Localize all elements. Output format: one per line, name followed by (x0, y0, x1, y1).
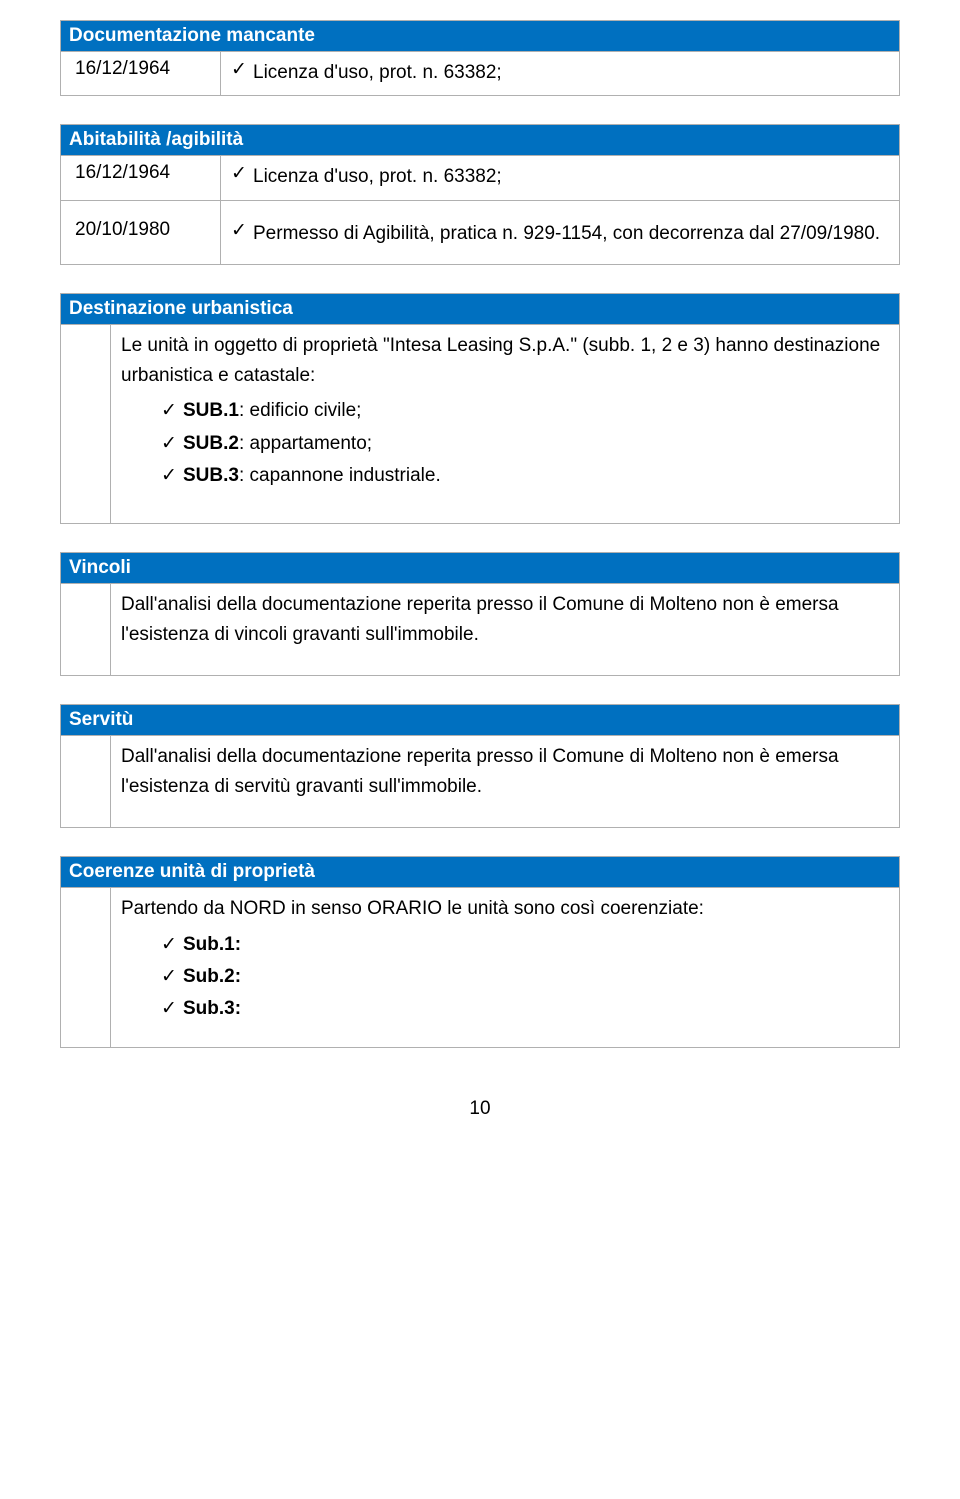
cell-spacer (61, 888, 111, 1048)
sub-list: ✓ SUB.1: edificio civile; ✓ SUB.2: appar… (121, 396, 889, 491)
section-abitabilita: Abitabilità /agibilità 16/12/1964 ✓ Lice… (60, 124, 900, 265)
table-row: Dall'analisi della documentazione reperi… (61, 584, 900, 676)
table-destinazione: Destinazione urbanistica Le unità in ogg… (60, 293, 900, 524)
item-label: SUB.2 (183, 433, 239, 454)
list-item: ✓ SUB.1: edificio civile; (161, 396, 889, 426)
header-servitu: Servitù (61, 705, 900, 736)
check-icon: ✓ (231, 162, 253, 185)
item-label: SUB.3 (183, 465, 239, 486)
section-doc-mancante: Documentazione mancante 16/12/1964 ✓ Lic… (60, 20, 900, 96)
section-destinazione: Destinazione urbanistica Le unità in ogg… (60, 293, 900, 524)
item-label: Sub.1: (183, 930, 241, 959)
cell-content: Le unità in oggetto di proprietà "Intesa… (111, 325, 900, 524)
cell-text: Licenza d'uso, prot. n. 63382; (253, 58, 502, 87)
table-row: 16/12/1964 ✓ Licenza d'uso, prot. n. 633… (61, 52, 900, 96)
list-item: ✓ Sub.2: (161, 962, 889, 992)
check-icon: ✓ (231, 219, 253, 242)
cell-date: 20/10/1980 (61, 200, 221, 264)
check-icon: ✓ (161, 429, 183, 459)
list-item: ✓ SUB.2: appartamento; (161, 429, 889, 459)
table-servitu: Servitù Dall'analisi della documentazion… (60, 704, 900, 828)
cell-content: ✓ Licenza d'uso, prot. n. 63382; (221, 52, 900, 96)
check-icon: ✓ (161, 396, 183, 426)
table-row: Partendo da NORD in senso ORARIO le unit… (61, 888, 900, 1048)
table-row: 20/10/1980 ✓ Permesso di Agibilità, prat… (61, 200, 900, 264)
header-abitabilita: Abitabilità /agibilità (61, 125, 900, 156)
cell-date: 16/12/1964 (61, 52, 221, 96)
section-servitu: Servitù Dall'analisi della documentazion… (60, 704, 900, 828)
cell-content: Partendo da NORD in senso ORARIO le unit… (111, 888, 900, 1048)
cell-content: ✓ Permesso di Agibilità, pratica n. 929-… (221, 200, 900, 264)
check-icon: ✓ (161, 930, 183, 960)
list-item: ✓ Sub.3: (161, 994, 889, 1024)
cell-spacer (61, 325, 111, 524)
list-item: ✓ Sub.1: (161, 930, 889, 960)
table-row: Dall'analisi della documentazione reperi… (61, 736, 900, 828)
cell-date: 16/12/1964 (61, 156, 221, 200)
servitu-text: Dall'analisi della documentazione reperi… (121, 742, 889, 801)
cell-text: Licenza d'uso, prot. n. 63382; (253, 162, 502, 191)
item-label: Sub.3: (183, 994, 241, 1023)
item-text: : edificio civile; (239, 400, 362, 421)
cell-spacer (61, 584, 111, 676)
cell-content: Dall'analisi della documentazione reperi… (111, 584, 900, 676)
check-icon: ✓ (161, 461, 183, 491)
item-label: SUB.1 (183, 400, 239, 421)
vincoli-text: Dall'analisi della documentazione reperi… (121, 590, 889, 649)
item-text: : capannone industriale. (239, 465, 441, 486)
list-item: ✓ SUB.3: capannone industriale. (161, 461, 889, 491)
page-number: 10 (60, 1098, 900, 1120)
cell-content: ✓ Licenza d'uso, prot. n. 63382; (221, 156, 900, 200)
cell-spacer (61, 736, 111, 828)
item-text: : appartamento; (239, 433, 372, 454)
table-vincoli: Vincoli Dall'analisi della documentazion… (60, 552, 900, 676)
table-abitabilita: Abitabilità /agibilità 16/12/1964 ✓ Lice… (60, 124, 900, 265)
intro-text: Le unità in oggetto di proprietà "Intesa… (121, 331, 889, 390)
cell-text: Permesso di Agibilità, pratica n. 929-11… (253, 219, 880, 248)
header-coerenze: Coerenze unità di proprietà (61, 857, 900, 888)
section-vincoli: Vincoli Dall'analisi della documentazion… (60, 552, 900, 676)
check-icon: ✓ (161, 962, 183, 992)
table-row: 16/12/1964 ✓ Licenza d'uso, prot. n. 633… (61, 156, 900, 200)
table-doc-mancante: Documentazione mancante 16/12/1964 ✓ Lic… (60, 20, 900, 96)
table-coerenze: Coerenze unità di proprietà Partendo da … (60, 856, 900, 1048)
header-doc-mancante: Documentazione mancante (61, 21, 900, 52)
sub-list: ✓ Sub.1: ✓ Sub.2: ✓ Sub.3: (121, 930, 889, 1025)
header-destinazione: Destinazione urbanistica (61, 294, 900, 325)
cell-content: Dall'analisi della documentazione reperi… (111, 736, 900, 828)
check-icon: ✓ (231, 58, 253, 81)
header-vincoli: Vincoli (61, 553, 900, 584)
intro-text: Partendo da NORD in senso ORARIO le unit… (121, 894, 889, 923)
table-row: Le unità in oggetto di proprietà "Intesa… (61, 325, 900, 524)
check-icon: ✓ (161, 994, 183, 1024)
section-coerenze: Coerenze unità di proprietà Partendo da … (60, 856, 900, 1048)
item-label: Sub.2: (183, 962, 241, 991)
